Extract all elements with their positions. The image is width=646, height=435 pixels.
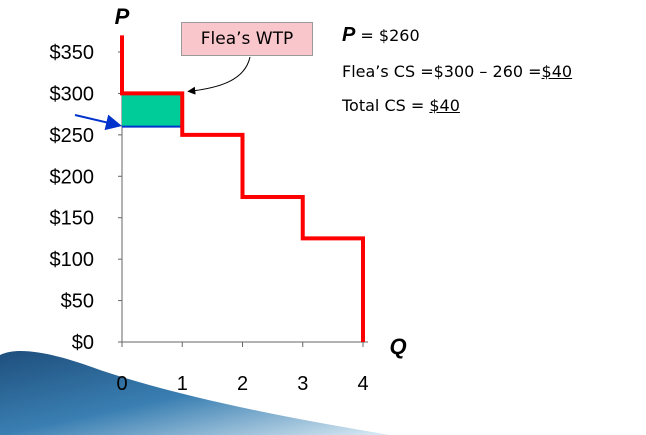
x-tick-label: 4 (357, 373, 368, 395)
total-cs-value: $40 (429, 96, 460, 115)
y-tick-label: $300 (50, 83, 95, 105)
price-note: P = $260 (342, 24, 420, 47)
flea-cs-text: Flea’s CS =$300 – 260 = (342, 62, 542, 81)
wtp-callout-label: Flea’s WTP (201, 29, 294, 49)
y-axis-label: P (115, 4, 130, 29)
flea-cs-note: Flea’s CS =$300 – 260 =$40 (342, 62, 572, 81)
x-tick-label: 3 (297, 373, 308, 395)
y-tick-label: $150 (50, 208, 95, 230)
y-tick-label: $350 (50, 42, 95, 64)
total-cs-note: Total CS = $40 (342, 96, 460, 115)
total-cs-text: Total CS = (342, 96, 429, 115)
x-tick-label: 0 (116, 373, 127, 395)
y-tick-label: $250 (50, 125, 95, 147)
x-tick-label: 1 (177, 373, 188, 395)
y-tick-label: $100 (50, 249, 95, 271)
consumer-surplus-area (122, 93, 182, 126)
decorative-swoosh (0, 351, 390, 435)
flea-cs-value: $40 (542, 62, 573, 81)
wtp-arrow (188, 57, 250, 91)
wtp-callout: Flea’s WTP (181, 22, 313, 56)
price-symbol: P (342, 24, 355, 46)
price-value: = $260 (355, 26, 419, 45)
x-tick-label: 2 (237, 373, 248, 395)
y-tick-label: $50 (61, 291, 94, 313)
demand-curve (122, 35, 363, 342)
x-axis-label: Q (389, 334, 406, 359)
y-tick-label: $0 (72, 332, 94, 354)
y-tick-label: $200 (50, 166, 95, 188)
